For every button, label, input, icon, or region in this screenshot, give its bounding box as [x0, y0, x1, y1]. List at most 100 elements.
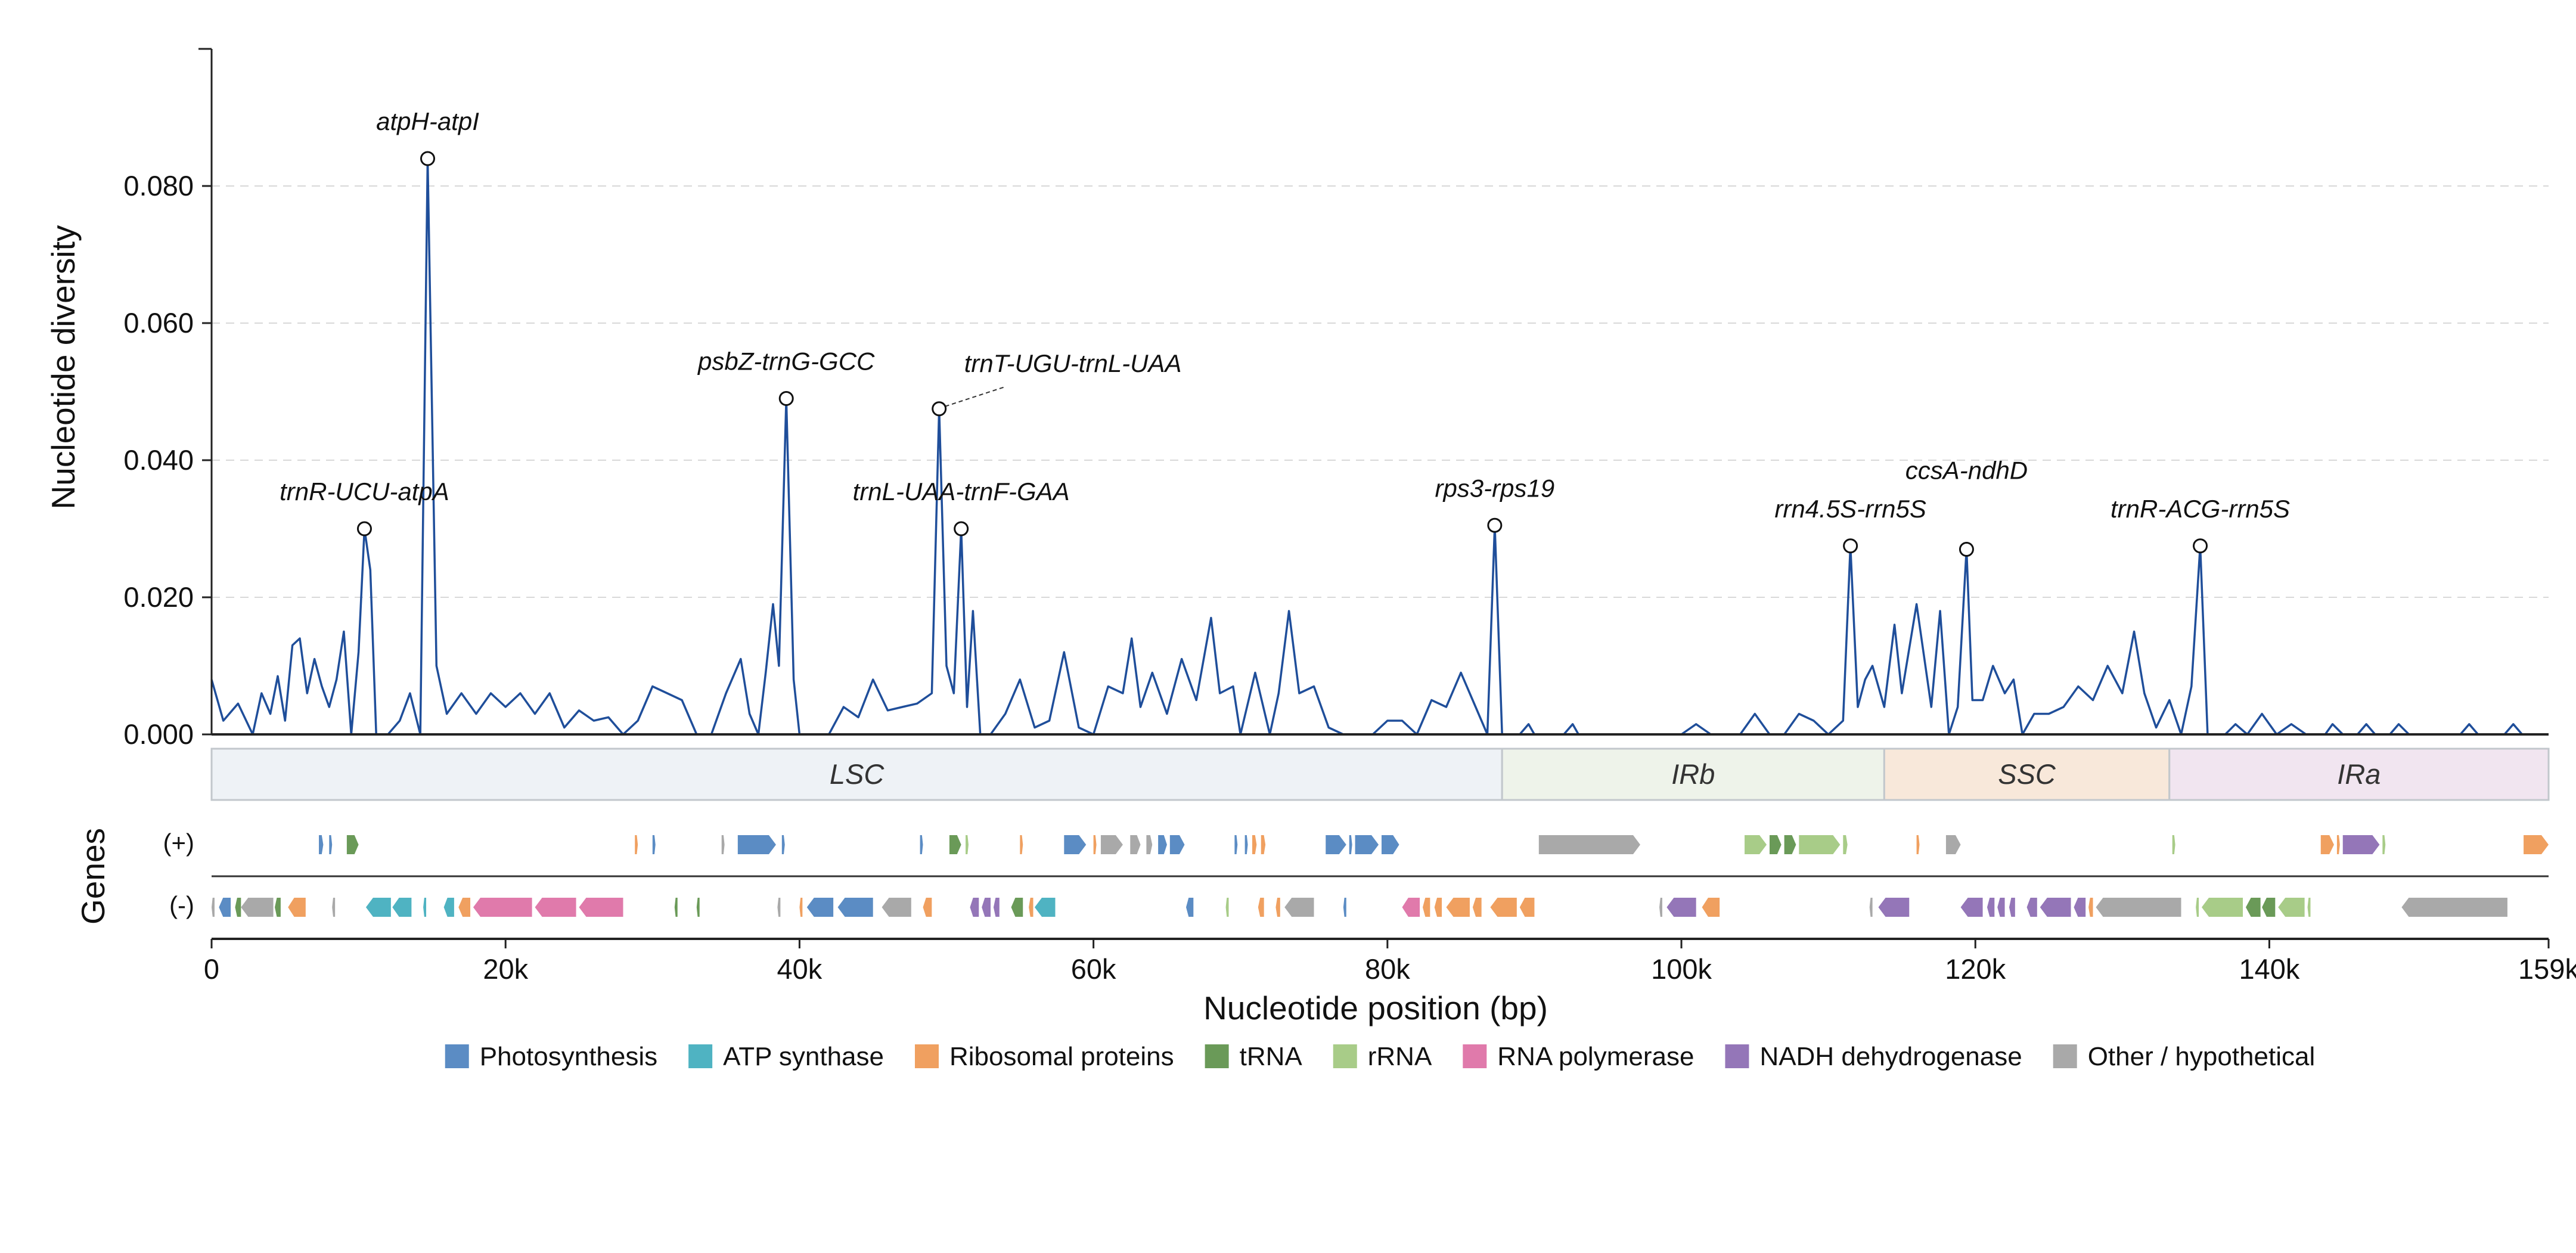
gene-block: [923, 898, 932, 917]
gene-block: [806, 898, 834, 917]
legend-label: tRNA: [1240, 1042, 1303, 1071]
gene-block: [652, 835, 656, 854]
region-lsc: [210, 748, 1503, 801]
x-tick-label: 140k: [2239, 953, 2299, 985]
gene-block: [1402, 898, 1420, 917]
genes-track-title: Genes: [75, 828, 111, 925]
gene-block: [219, 898, 231, 917]
grid-lines: [212, 185, 2549, 598]
annotation-leader: [945, 386, 1004, 407]
peak-marker: [954, 521, 969, 536]
legend-label: NADH dehydrogenase: [1759, 1042, 2022, 1071]
gene-block: [2196, 898, 2199, 917]
x-tick-label: 120k: [1945, 953, 2006, 985]
gene-block: [1130, 835, 1141, 854]
gene-block: [1745, 835, 1767, 854]
region-ssc: [1883, 748, 2171, 801]
peak-marker: [356, 521, 372, 536]
gene-block: [1355, 835, 1379, 854]
gene-block: [2009, 898, 2015, 917]
gene-block: [635, 835, 638, 854]
gene-block: [2524, 835, 2549, 854]
gene-block: [346, 835, 359, 854]
genome-regions: LSC IRb SSC IRa: [210, 748, 2550, 801]
gene-block: [1916, 835, 1920, 854]
gene-block: [1423, 898, 1430, 917]
region-ira: [2168, 748, 2550, 801]
legend-swatch: [688, 1044, 713, 1068]
peak-marker: [778, 391, 794, 406]
gene-block: [1100, 835, 1123, 854]
peak-label: rrn4.5S-rrn5S: [1774, 495, 1926, 523]
strand-minus-label: (-): [169, 891, 194, 919]
peak-annotations: atpH-atpI psbZ-trnG-GCC trnT-UGU-trnL-UAA t…: [280, 107, 2290, 557]
gene-block: [1770, 835, 1782, 854]
gene-block: [423, 898, 427, 917]
gene-block: [781, 835, 785, 854]
gene-block: [920, 835, 923, 854]
x-tick-label: 40k: [777, 953, 823, 985]
legend-swatch: [445, 1044, 469, 1068]
peak-marker: [932, 401, 947, 417]
gene-block: [2088, 898, 2093, 917]
gene-block: [1869, 898, 1873, 917]
gene-block: [2026, 898, 2037, 917]
gene-block: [1326, 835, 1346, 854]
x-tick-label: 80k: [1365, 953, 1410, 985]
peak-label: trnR-UCU-atpA: [280, 477, 449, 505]
region-irb: [1501, 748, 1885, 801]
y-tick-label: 0.080: [123, 170, 194, 201]
gene-block: [1997, 898, 2005, 917]
gene-block: [1666, 898, 1696, 917]
peak-label: psbZ-trnG-GCC: [697, 348, 875, 376]
gene-block: [1343, 898, 1346, 917]
peak-marker: [420, 151, 436, 166]
region-label: IRa: [2337, 758, 2381, 790]
gene-block: [799, 898, 803, 917]
peak-marker: [2193, 538, 2208, 554]
gene-block: [2382, 835, 2386, 854]
gene-block: [2342, 835, 2380, 854]
legend-swatch: [914, 1044, 939, 1068]
region-label: SSC: [1998, 758, 2056, 790]
legend-label: Other / hypothetical: [2088, 1042, 2316, 1071]
gene-block: [2336, 835, 2340, 854]
gene-block: [1185, 898, 1194, 917]
gene-block: [1034, 898, 1056, 917]
gene-block: [1799, 835, 1841, 854]
legend-label: Photosynthesis: [480, 1042, 657, 1071]
gene-block: [882, 898, 911, 917]
gene-block: [1472, 898, 1482, 917]
gene-block: [2262, 898, 2276, 917]
gene-block: [1252, 835, 1257, 854]
gene-block: [1349, 835, 1352, 854]
legend-swatch: [1725, 1044, 1749, 1068]
gene-block: [1519, 898, 1535, 917]
peak-label: atpH-atpI: [376, 107, 479, 135]
legend-label: Ribosomal proteins: [949, 1042, 1174, 1071]
gene-block: [837, 898, 873, 917]
y-axis-title: Nucleotide diversity: [45, 225, 82, 509]
gene-block: [1987, 898, 1995, 917]
gene-block: [535, 898, 576, 917]
gene-block: [1784, 835, 1796, 854]
gene-block: [2202, 898, 2243, 917]
gene-block: [2074, 898, 2086, 917]
gene-block: [2245, 898, 2261, 917]
legend-swatch: [1463, 1044, 1487, 1068]
peak-label: trnR-ACG-rrn5S: [2111, 495, 2290, 523]
legend-swatch: [1205, 1044, 1229, 1068]
x-tick-label: 159k: [2518, 953, 2576, 985]
diversity-series: [210, 157, 2549, 736]
gene-block: [1945, 835, 1961, 854]
gene-block: [2040, 898, 2071, 917]
peak-marker: [1959, 542, 1974, 557]
gene-block: [982, 898, 991, 917]
gene-block: [275, 898, 281, 917]
gene-block: [970, 898, 979, 917]
gene-block: [1093, 835, 1097, 854]
region-label: LSC: [830, 758, 884, 790]
gene-block: [1225, 898, 1229, 917]
gene-block: [1434, 898, 1442, 917]
gene-block: [737, 835, 776, 854]
